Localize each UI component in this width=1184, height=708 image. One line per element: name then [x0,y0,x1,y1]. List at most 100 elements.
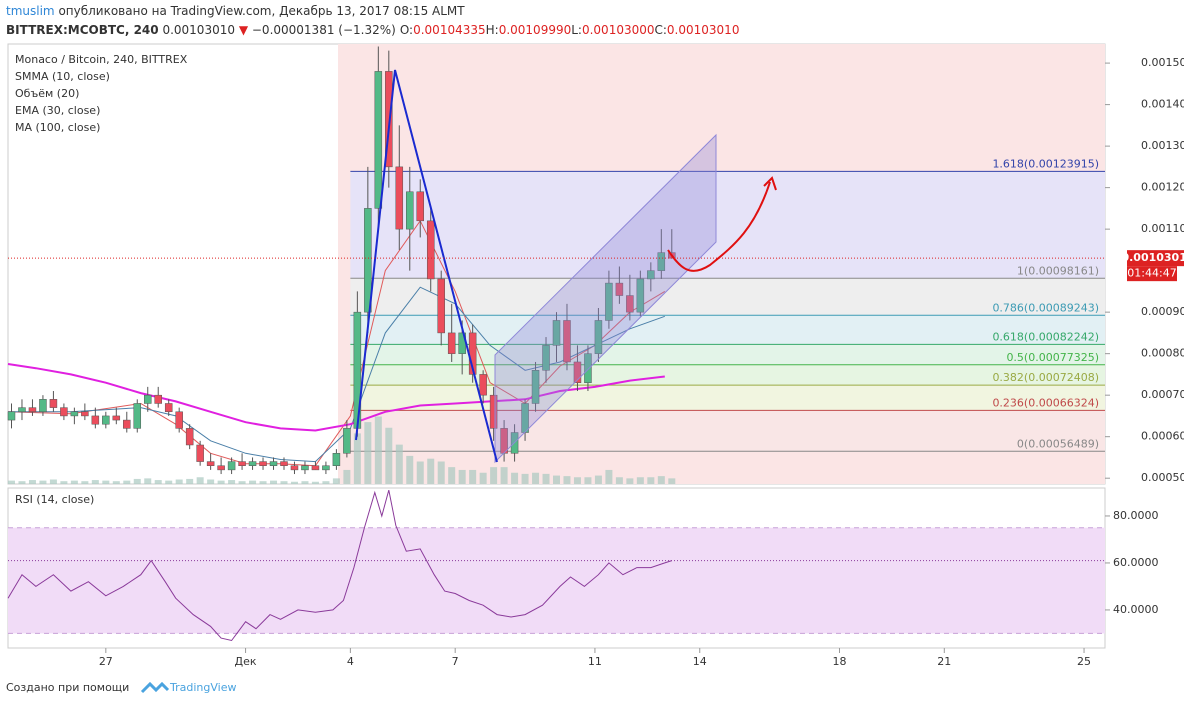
volume-bar [133,478,141,484]
y-tick-label: 0.00130000 [1141,139,1184,152]
y-tick-label: 0.00140000 [1141,98,1184,111]
candle-body [395,166,404,230]
candle-body [102,415,110,425]
fib-band [350,344,1105,365]
candle-body [39,399,47,413]
candle-body [28,407,37,413]
ohlc-value: 0.00103010 [667,23,740,37]
volume-bar [301,481,309,484]
y-tick-label: 60.0000 [1113,556,1159,569]
volume-bar [385,427,393,484]
volume-bar [28,480,36,484]
zigzag [355,69,498,463]
legend-entry: MA (100, close) [15,121,100,134]
candle-body [594,320,603,354]
volume-bar [479,472,487,484]
volume-bar [542,473,550,484]
price-layer: 1.618(0.00123915) 1(0.00098161) 0.786(0.00… [7,46,1184,668]
volume-bar [196,477,204,484]
y-tick-label: 0.00050000 [1141,471,1184,484]
chart-title: Monaco / Bitcoin, 240, BITTREX [15,53,188,66]
candle-body [437,278,445,334]
drawings [355,69,777,464]
volume-bar [605,469,613,484]
candle-body [385,71,393,168]
footer-brand[interactable]: TradingView [169,681,236,694]
y-tick-label: 0.00090000 [1141,305,1184,318]
volume-bar [416,461,424,484]
candle-body [227,461,236,471]
fib-label: 0.786(0.00089243) [992,301,1099,314]
change: −0.00001381 (−1.32%) [252,23,396,37]
candle-body [217,465,225,471]
volume-bar [186,478,194,484]
volume-bar [615,477,623,484]
candle-body [416,191,424,222]
volume-bar [123,480,131,484]
candle-body [332,453,341,466]
volume-bar [521,473,529,484]
volume-bar [49,479,57,484]
fib-band [350,385,1105,411]
ma-line [7,363,665,432]
volume-bar [636,477,644,484]
fib-label: 0.236(0.00066324) [992,396,1099,409]
ohlc-label: L: [571,23,582,37]
candle-body [7,411,16,421]
volume-bar [332,478,340,484]
volume-bar [290,481,298,484]
candle-body [657,252,666,271]
y-tick-label: 0.00110000 [1141,222,1184,235]
price: 0.00103010 [162,23,235,37]
volume-bar [364,422,372,484]
fib-band [350,171,1105,279]
volume-bar [448,467,456,484]
candle-body [531,370,540,404]
candle-body [563,320,571,363]
volume-bar [532,472,540,484]
volume-bar [427,458,435,484]
overlay-layer: 0.00103010 01:44:47 [8,250,1184,282]
volume-bar [406,455,414,484]
fib-label: 0.5(0.00077325) [1006,351,1099,364]
candle-body [322,465,330,471]
volume-bar [322,481,330,484]
volume-bar [144,478,152,484]
candle-body [626,295,634,313]
x-tick-label: 11 [588,655,602,668]
ma-line [7,219,666,467]
y-tick-label: 0.00070000 [1141,388,1184,401]
volume-bar [573,477,581,484]
candle-body [584,353,592,383]
candle-body [479,374,487,396]
candle-body [573,361,582,383]
y-tick-label: 40.0000 [1113,603,1159,616]
volume-bar [70,480,78,484]
x-tick-label: Дек [235,655,257,668]
volume-bar [259,481,267,484]
candle-body [175,411,183,429]
volume-bar [112,481,120,484]
volume-bar [60,481,68,484]
volume-bar [668,478,676,484]
volume-bar [469,469,477,484]
volume-bar [490,467,498,484]
candle-body [615,282,624,296]
candle-body [636,278,645,313]
x-tick-label: 21 [937,655,951,668]
fib-label: 1(0.00098161) [1017,264,1099,277]
price-box [1127,250,1184,267]
price-label: 0.00103010 [1121,251,1184,264]
candle-body [81,411,89,417]
channel [494,133,717,464]
candle-body [60,407,68,417]
volume-bar [553,475,560,484]
candle-body [154,394,162,404]
candle-body [238,461,246,466]
published: опубликовано на TradingView.com, Декабрь… [58,4,465,18]
candle-body [426,220,435,280]
candle-body [49,399,58,408]
volume-bar [437,461,445,484]
